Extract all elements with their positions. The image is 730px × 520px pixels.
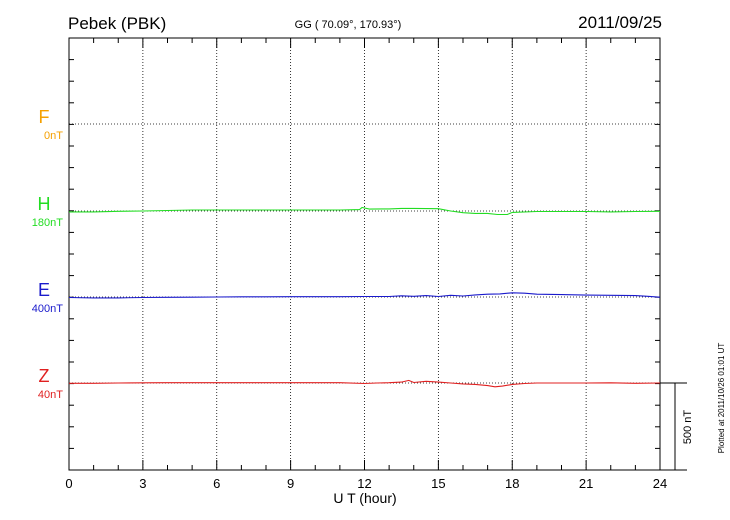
channel-baseline-F: 0nT [44, 130, 63, 142]
series-line-H [69, 206, 661, 216]
scale-bar-label: 500 nT [682, 410, 694, 445]
channel-baseline-H: 180nT [32, 217, 63, 229]
channel-label-F: F [39, 107, 50, 127]
series-line-Z [69, 379, 661, 388]
series-line-E [68, 292, 661, 299]
x-tick-label-6: 6 [213, 476, 220, 491]
channel-baseline-E: 400nT [32, 303, 63, 315]
x-tick-label-9: 9 [287, 476, 294, 491]
grid-lines [69, 38, 660, 470]
x-axis-label: U T (hour) [333, 490, 396, 506]
plotted-note: Plotted at 2011/10/26 01:01 UT [717, 343, 726, 454]
x-tick-label-12: 12 [357, 476, 371, 491]
station-title: Pebek (PBK) [68, 14, 166, 33]
scale-bar: 500 nT [660, 382, 694, 471]
x-tick-label-0: 0 [65, 476, 72, 491]
channel-label-E: E [38, 280, 50, 300]
x-tick-labels: 0 3 6 9 12 15 18 21 24 [65, 476, 667, 491]
coordinates-label: GG ( 70.09°, 170.93°) [295, 19, 402, 31]
x-tick-label-15: 15 [431, 476, 445, 491]
x-tick-label-3: 3 [139, 476, 146, 491]
series-lines [68, 206, 661, 388]
date-label: 2011/09/25 [578, 13, 662, 32]
x-tick-label-18: 18 [505, 476, 519, 491]
x-tick-label-21: 21 [579, 476, 593, 491]
channel-labels: F 0nT H 180nT E 400nT Z 40nT [32, 107, 63, 401]
channel-label-Z: Z [39, 366, 50, 386]
channel-baseline-Z: 40nT [38, 389, 63, 401]
x-tick-label-24: 24 [653, 476, 667, 491]
channel-label-H: H [38, 194, 51, 214]
